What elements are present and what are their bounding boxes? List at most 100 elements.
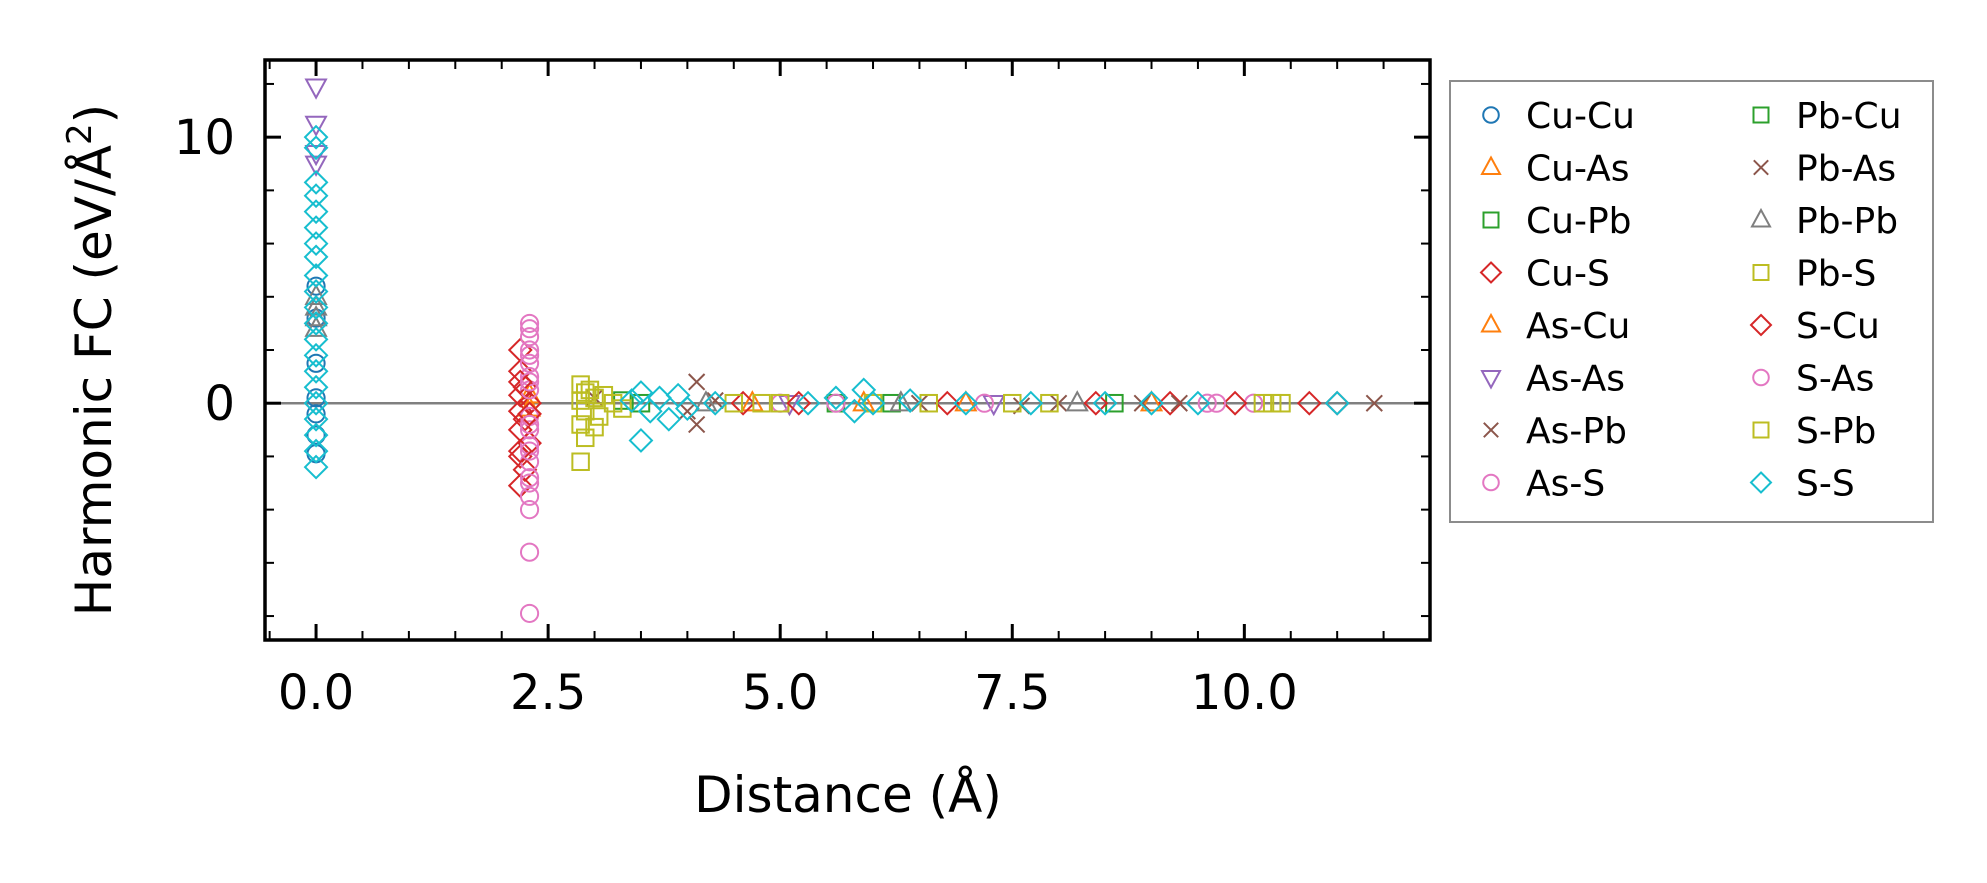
data-point: [303, 295, 329, 320]
data-point: [580, 380, 600, 400]
data-point: [303, 326, 329, 352]
legend-marker: [1480, 312, 1502, 333]
data-point: [688, 373, 706, 391]
data-point: [519, 345, 540, 365]
data-point: [1139, 390, 1164, 412]
data-point: [303, 310, 329, 336]
series-S-As: [519, 319, 1227, 493]
x-tick-label: 2.5: [510, 665, 586, 721]
legend-item: As-S: [1482, 464, 1605, 505]
data-point: [519, 542, 540, 562]
data-point: [678, 402, 696, 420]
data-point: [982, 395, 1006, 417]
series-Pb-S: [571, 375, 1291, 471]
data-point: [519, 414, 540, 435]
legend-item: Cu-As: [1480, 149, 1630, 190]
data-point: [517, 401, 542, 427]
data-point: [706, 391, 724, 410]
legend-marker: [1480, 370, 1502, 390]
legend-item: Pb-S: [1752, 254, 1876, 295]
data-point: [1133, 394, 1151, 412]
data-point: [786, 390, 812, 416]
data-point: [594, 385, 614, 405]
data-point: [519, 436, 540, 456]
data-point: [303, 422, 329, 448]
axes-frame: [263, 58, 1432, 642]
data-point: [694, 390, 718, 412]
series-Cu-S: [507, 337, 1322, 499]
data-point: [519, 340, 540, 360]
data-point: [303, 183, 329, 209]
data-point: [519, 473, 540, 493]
data-point: [860, 390, 886, 416]
legend-label: As-Cu: [1526, 306, 1630, 347]
data-point: [585, 417, 604, 437]
legend-label: S-Cu: [1796, 306, 1880, 347]
data-point: [1262, 393, 1282, 413]
data-point: [306, 353, 326, 373]
data-point: [303, 169, 329, 195]
legend-marker: [1480, 155, 1502, 175]
y-axis-label-superscript: 2: [60, 123, 100, 145]
data-point: [589, 407, 609, 426]
x-tick-label: 10.0: [1191, 665, 1298, 721]
legend-label: Pb-S: [1796, 254, 1876, 295]
data-point: [1222, 390, 1248, 416]
legend-marker: [1749, 471, 1773, 494]
legend-marker: [1752, 264, 1770, 281]
axis-ticks: [265, 60, 1431, 640]
data-point: [303, 358, 329, 384]
data-point: [740, 390, 764, 412]
legend-label: As-Pb: [1526, 411, 1627, 452]
legend-marker: [1479, 261, 1503, 284]
data-point: [863, 393, 883, 413]
data-point: [647, 385, 672, 411]
data-point: [507, 369, 533, 395]
legend-label: As-S: [1526, 464, 1605, 505]
y-axis-label-close: ): [65, 104, 123, 124]
data-point: [303, 199, 329, 225]
series-S-S: [303, 124, 1350, 480]
legend-label: S-As: [1796, 359, 1874, 400]
legend-label: Cu-As: [1526, 149, 1630, 190]
data-point: [1185, 390, 1211, 416]
legend-item: S-Cu: [1749, 306, 1880, 347]
legend-marker: [1752, 106, 1770, 124]
legend-item: Cu-Cu: [1482, 96, 1635, 137]
data-point: [304, 294, 328, 316]
legend-item: Pb-As: [1753, 149, 1896, 190]
legend-item: As-Pb: [1483, 411, 1627, 452]
data-point: [851, 377, 877, 403]
legend-marker: [1482, 106, 1500, 124]
data-point: [519, 367, 540, 387]
legend-item: S-S: [1749, 464, 1855, 505]
data-point: [1083, 390, 1109, 416]
data-point: [576, 401, 595, 421]
legend-item: Cu-Pb: [1482, 201, 1632, 242]
data-point: [702, 390, 728, 416]
data-point: [1197, 393, 1217, 413]
legend-marker: [1750, 207, 1772, 228]
legend-marker: [1482, 211, 1500, 229]
data-point: [897, 388, 923, 413]
data-point: [303, 215, 329, 241]
data-point: [631, 393, 651, 413]
legend-marker: [1749, 313, 1773, 337]
data-point: [306, 388, 326, 408]
series-As-S: [519, 313, 1264, 623]
data-point: [688, 415, 706, 434]
data-point: [823, 385, 849, 411]
legend-label: Cu-Pb: [1526, 201, 1632, 242]
data-point: [842, 398, 867, 424]
legend-item: Pb-Pb: [1750, 201, 1898, 242]
data-point: [576, 428, 595, 448]
data-point: [628, 428, 654, 453]
data-point: [1157, 390, 1183, 416]
x-tick-labels: 0.0 2.5 5.0 7.5 10.0: [278, 665, 1298, 721]
legend-label: S-Pb: [1796, 411, 1876, 452]
series-Pb-Pb: [304, 283, 1089, 412]
data-point: [306, 444, 326, 464]
legend-label: Pb-As: [1796, 149, 1896, 190]
data-point: [1253, 393, 1273, 413]
